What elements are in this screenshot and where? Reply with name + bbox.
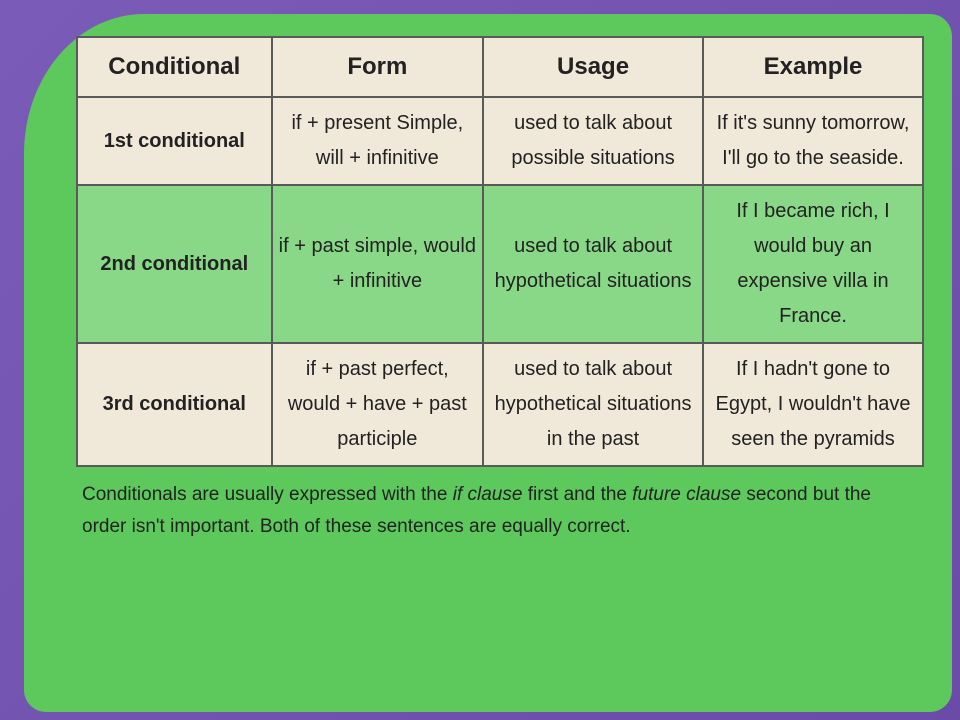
cell-conditional: 3rd conditional bbox=[77, 343, 272, 466]
table-header-row: Conditional Form Usage Example bbox=[77, 37, 923, 97]
header-form: Form bbox=[272, 37, 484, 97]
header-example: Example bbox=[703, 37, 923, 97]
footnote-text: Conditionals are usually expressed with … bbox=[76, 479, 924, 544]
footnote-part: Conditionals are usually expressed with … bbox=[82, 484, 453, 505]
cell-example: If it's sunny tomorrow, I'll go to the s… bbox=[703, 97, 923, 185]
header-conditional: Conditional bbox=[77, 37, 272, 97]
header-usage: Usage bbox=[483, 37, 703, 97]
conditionals-table: Conditional Form Usage Example 1st condi… bbox=[76, 36, 924, 467]
cell-usage: used to talk about possible situations bbox=[483, 97, 703, 185]
cell-usage: used to talk about hypothetical situatio… bbox=[483, 185, 703, 343]
cell-usage: used to talk about hypothetical situatio… bbox=[483, 343, 703, 466]
footnote-em: if clause bbox=[453, 484, 523, 505]
slide-panel: Conditional Form Usage Example 1st condi… bbox=[24, 14, 952, 712]
footnote-part: first and the bbox=[522, 484, 632, 505]
footnote-em: future clause bbox=[632, 484, 741, 505]
table-row: 2nd conditional if + past simple, would … bbox=[77, 185, 923, 343]
cell-example: If I hadn't gone to Egypt, I wouldn't ha… bbox=[703, 343, 923, 466]
cell-conditional: 2nd conditional bbox=[77, 185, 272, 343]
cell-form: if + past simple, would + infinitive bbox=[272, 185, 484, 343]
cell-conditional: 1st conditional bbox=[77, 97, 272, 185]
table-row: 3rd conditional if + past perfect, would… bbox=[77, 343, 923, 466]
cell-form: if + past perfect, would + have + past p… bbox=[272, 343, 484, 466]
cell-form: if + present Simple, will + infinitive bbox=[272, 97, 484, 185]
cell-example: If I became rich, I would buy an expensi… bbox=[703, 185, 923, 343]
table-row: 1st conditional if + present Simple, wil… bbox=[77, 97, 923, 185]
